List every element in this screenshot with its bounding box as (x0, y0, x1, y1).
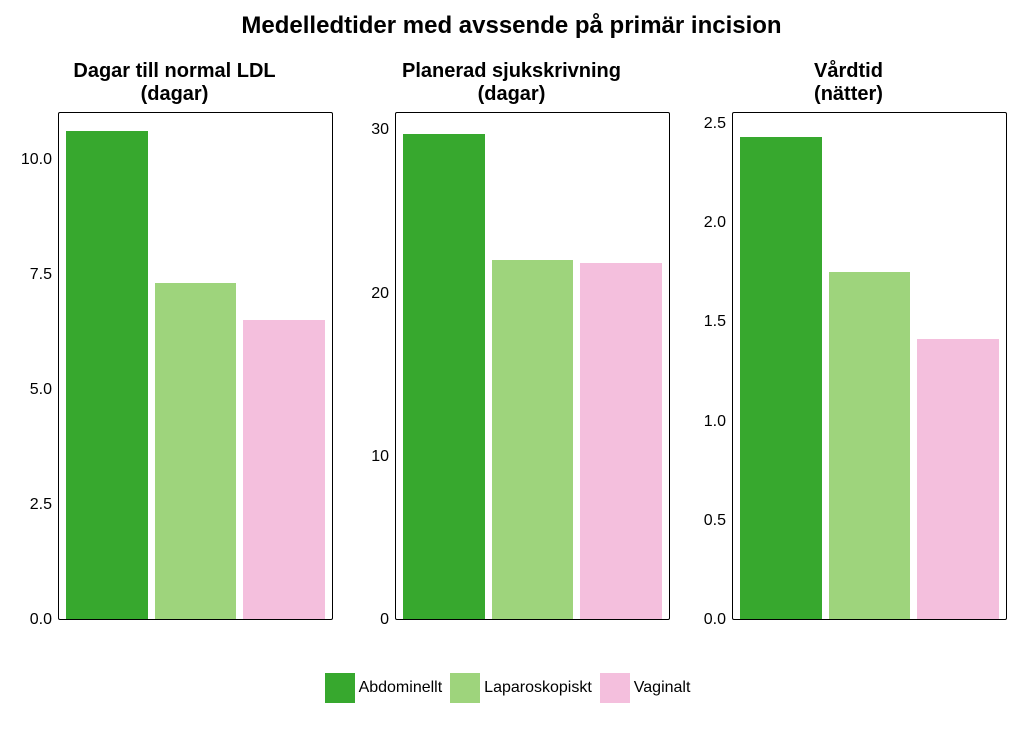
panel-title: Vårdtid (nätter) (684, 60, 1013, 112)
y-axis: 0.02.55.07.510.0 (10, 112, 58, 620)
legend-swatch (600, 673, 630, 703)
plot-wrap: 0102030 (347, 112, 676, 620)
plot-wrap: 0.02.55.07.510.0 (10, 112, 339, 620)
y-tick-label: 0.5 (704, 512, 726, 530)
y-tick-label: 1.0 (704, 413, 726, 431)
legend-item-vaginalt: Vaginalt (600, 673, 691, 703)
bar-laparoskopiskt (155, 283, 237, 619)
y-tick-label: 7.5 (30, 266, 52, 284)
main-title: Medelledtider med avssende på primär inc… (0, 12, 1023, 40)
panel-2: Vårdtid (nätter)0.00.51.01.52.02.5 (684, 60, 1013, 620)
bar-abdominellt (66, 131, 148, 619)
legend-item-abdominellt: Abdominellt (325, 673, 443, 703)
bar-abdominellt (403, 134, 485, 619)
bar-laparoskopiskt (829, 272, 911, 619)
panel-0: Dagar till normal LDL (dagar)0.02.55.07.… (10, 60, 339, 620)
y-tick-label: 5.0 (30, 381, 52, 399)
bar-vaginalt (580, 263, 662, 619)
y-axis: 0.00.51.01.52.02.5 (684, 112, 732, 620)
legend-label: Laparoskopiskt (484, 679, 592, 697)
y-tick-label: 2.0 (704, 214, 726, 232)
plot-area (58, 112, 333, 620)
legend-swatch (325, 673, 355, 703)
plot-area (732, 112, 1007, 620)
bar-abdominellt (740, 137, 822, 619)
panels-row: Dagar till normal LDL (dagar)0.02.55.07.… (10, 60, 1013, 620)
y-tick-label: 2.5 (704, 115, 726, 133)
y-axis: 0102030 (347, 112, 395, 620)
panel-title: Dagar till normal LDL (dagar) (10, 60, 339, 112)
y-tick-label: 0.0 (704, 611, 726, 629)
y-tick-label: 20 (371, 285, 389, 303)
legend: Abdominellt Laparoskopiskt Vaginalt (0, 673, 1023, 703)
y-tick-label: 0.0 (30, 611, 52, 629)
y-tick-label: 2.5 (30, 496, 52, 514)
panel-1: Planerad sjukskrivning (dagar)0102030 (347, 60, 676, 620)
y-tick-label: 10 (371, 448, 389, 466)
bar-laparoskopiskt (492, 260, 574, 619)
bar-vaginalt (243, 320, 325, 619)
y-tick-label: 0 (380, 611, 389, 629)
y-tick-label: 10.0 (21, 151, 52, 169)
bar-vaginalt (917, 339, 999, 619)
legend-item-laparoskopiskt: Laparoskopiskt (450, 673, 592, 703)
plot-wrap: 0.00.51.01.52.02.5 (684, 112, 1013, 620)
legend-swatch (450, 673, 480, 703)
y-tick-label: 30 (371, 121, 389, 139)
figure: Medelledtider med avssende på primär inc… (0, 0, 1023, 731)
plot-area (395, 112, 670, 620)
panel-title: Planerad sjukskrivning (dagar) (347, 60, 676, 112)
legend-label: Vaginalt (634, 679, 691, 697)
y-tick-label: 1.5 (704, 313, 726, 331)
legend-label: Abdominellt (359, 679, 443, 697)
